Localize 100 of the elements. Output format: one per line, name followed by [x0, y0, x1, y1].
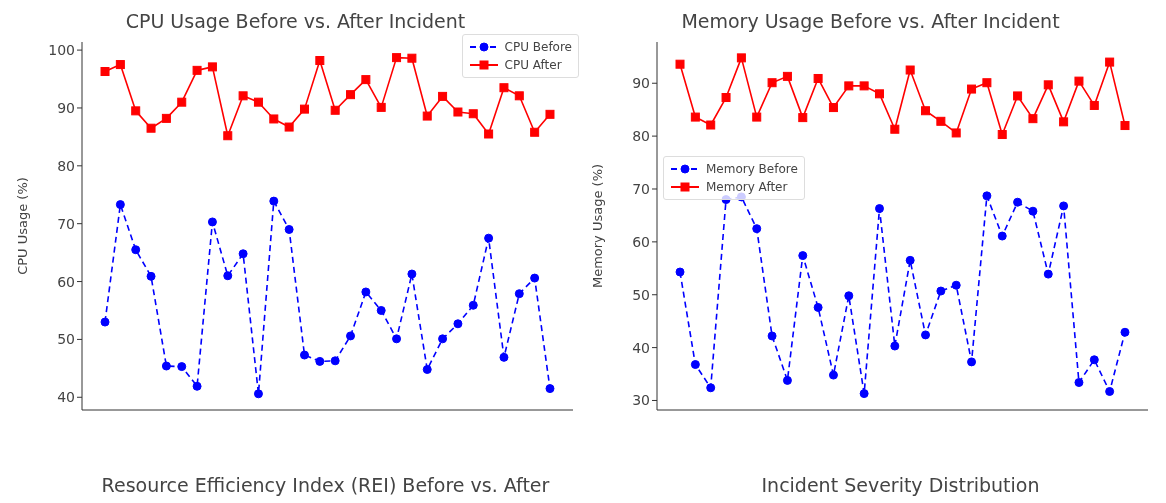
point [530, 127, 540, 137]
point [422, 365, 432, 374]
point [706, 383, 716, 393]
point [177, 97, 187, 107]
point [192, 381, 202, 391]
point [736, 53, 746, 63]
point [890, 124, 900, 134]
point [192, 65, 202, 75]
point [315, 356, 325, 366]
point [545, 109, 555, 119]
point [782, 375, 792, 385]
legend-label: CPU After [504, 57, 562, 74]
point [269, 196, 279, 206]
point [269, 114, 279, 124]
legend-label: Memory After [706, 179, 788, 196]
legend-label: CPU Before [504, 39, 572, 56]
point [982, 78, 992, 88]
point [115, 60, 125, 70]
point [131, 245, 141, 255]
point [752, 112, 762, 122]
legend-label: Memory Before [706, 161, 798, 178]
point [828, 370, 838, 380]
x-axis-title: Incident Severity Distribution [760, 474, 1041, 496]
point [1089, 355, 1099, 365]
point [376, 305, 386, 315]
point [330, 356, 340, 366]
point [392, 53, 402, 63]
point [361, 75, 371, 85]
point [315, 56, 325, 66]
y-tick-label: 60 [632, 233, 650, 250]
point [146, 123, 156, 133]
point [1013, 91, 1023, 101]
point [392, 334, 402, 344]
y-axis-title: Memory Usage (%) [589, 163, 605, 289]
point [874, 89, 884, 99]
point [376, 102, 386, 112]
point [967, 84, 977, 94]
point [1028, 206, 1038, 216]
point [530, 273, 540, 283]
point [438, 91, 448, 101]
point [131, 106, 141, 116]
point [1105, 386, 1115, 396]
point [1059, 201, 1069, 211]
point [844, 81, 854, 91]
point [146, 271, 156, 281]
point [951, 128, 961, 138]
point [238, 249, 248, 259]
point [1089, 100, 1099, 110]
point [859, 389, 869, 399]
point [1059, 117, 1069, 127]
point [177, 362, 187, 372]
point [284, 224, 294, 234]
point [238, 91, 248, 101]
y-tick-label: 50 [57, 331, 75, 348]
point [782, 71, 792, 81]
x-axis-title: Resource Efficiency Index (REI) Before vs. After [100, 474, 551, 496]
point [844, 291, 854, 301]
point [253, 97, 263, 107]
point [100, 317, 110, 327]
point [936, 116, 946, 126]
point [438, 334, 448, 344]
point [859, 81, 869, 91]
point [115, 200, 125, 210]
y-tick-label: 80 [632, 128, 650, 145]
point [936, 286, 946, 296]
point [1120, 121, 1130, 131]
y-tick-label: 90 [632, 75, 650, 92]
point [905, 65, 915, 75]
point [1013, 197, 1023, 207]
point [675, 59, 685, 69]
point [890, 341, 900, 351]
point [1074, 76, 1084, 86]
point [499, 83, 509, 93]
point [767, 331, 777, 341]
point [422, 111, 432, 121]
point [453, 107, 463, 117]
y-tick-label: 40 [57, 389, 75, 406]
point [721, 93, 731, 103]
point [484, 233, 494, 243]
y-tick-label: 80 [57, 157, 75, 174]
point [545, 384, 555, 394]
chart-title: CPU Usage Before vs. After Incident [124, 9, 467, 34]
point [100, 67, 110, 77]
y-axis-title: CPU Usage (%) [14, 177, 30, 275]
y-tick-label: 60 [57, 273, 75, 290]
point [828, 103, 838, 113]
y-tick-label: 90 [57, 99, 75, 116]
point [161, 361, 171, 371]
point [299, 350, 309, 360]
point [921, 106, 931, 116]
point [798, 113, 808, 123]
point [997, 130, 1007, 140]
point [161, 113, 171, 123]
point [921, 330, 931, 340]
point [299, 104, 309, 114]
point [690, 112, 700, 122]
point [407, 53, 417, 63]
point [223, 271, 233, 281]
point [798, 251, 808, 261]
point [514, 91, 524, 101]
